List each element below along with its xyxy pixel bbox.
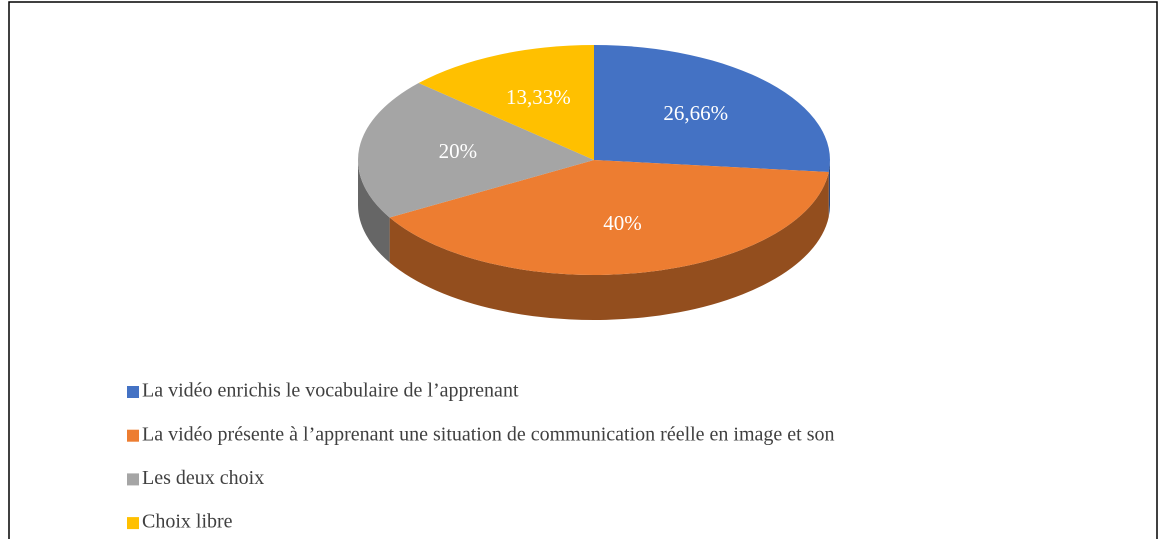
legend-swatch [127, 473, 139, 486]
data-label: 26,66% [663, 101, 728, 125]
legend-label: La vidéo présente à l’apprenant une situ… [142, 423, 835, 445]
legend-label: Choix libre [142, 511, 233, 533]
pie-side [389, 171, 829, 320]
pie-slice [594, 45, 830, 172]
pie-side [358, 160, 390, 263]
data-label: 20% [439, 139, 478, 163]
data-label: 40% [603, 211, 642, 235]
data-label: 13,33% [506, 85, 571, 109]
pie-slice [418, 45, 594, 160]
legend-swatch [127, 517, 139, 530]
pie-slice [389, 160, 829, 275]
legend-label: La vidéo enrichis le vocabulaire de l’ap… [142, 380, 519, 402]
pie-slice [358, 83, 594, 218]
legend-label: Les deux choix [142, 467, 264, 489]
pie-side [828, 160, 830, 217]
frame [8, 1, 1158, 539]
legend-swatch [127, 429, 139, 442]
legend-swatch [127, 386, 139, 398]
